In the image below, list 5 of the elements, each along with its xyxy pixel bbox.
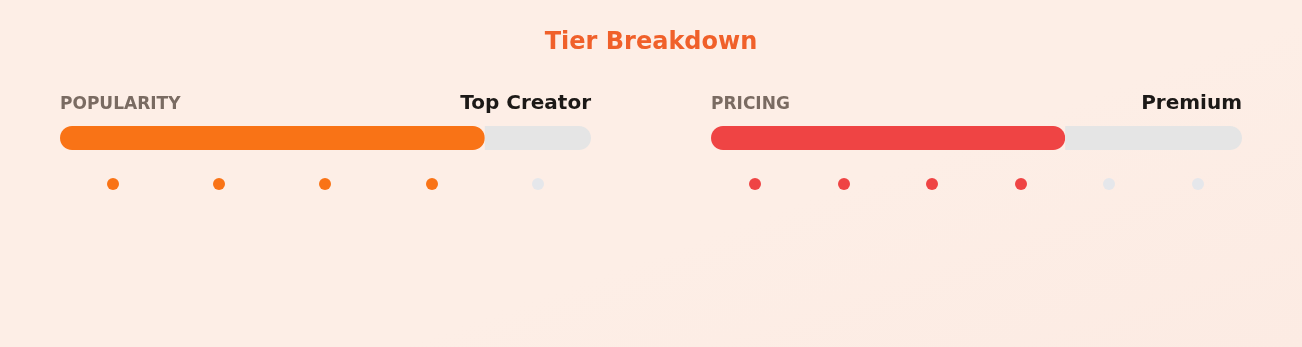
- y-tick-label: POPULARITY: [60, 93, 182, 113]
- text: Tier Breakdown: [544, 27, 758, 55]
- annotation: Top Creator: [460, 90, 592, 114]
- annotation: Premium: [1141, 90, 1242, 114]
- y-tick-label: PRICING: [711, 93, 790, 113]
